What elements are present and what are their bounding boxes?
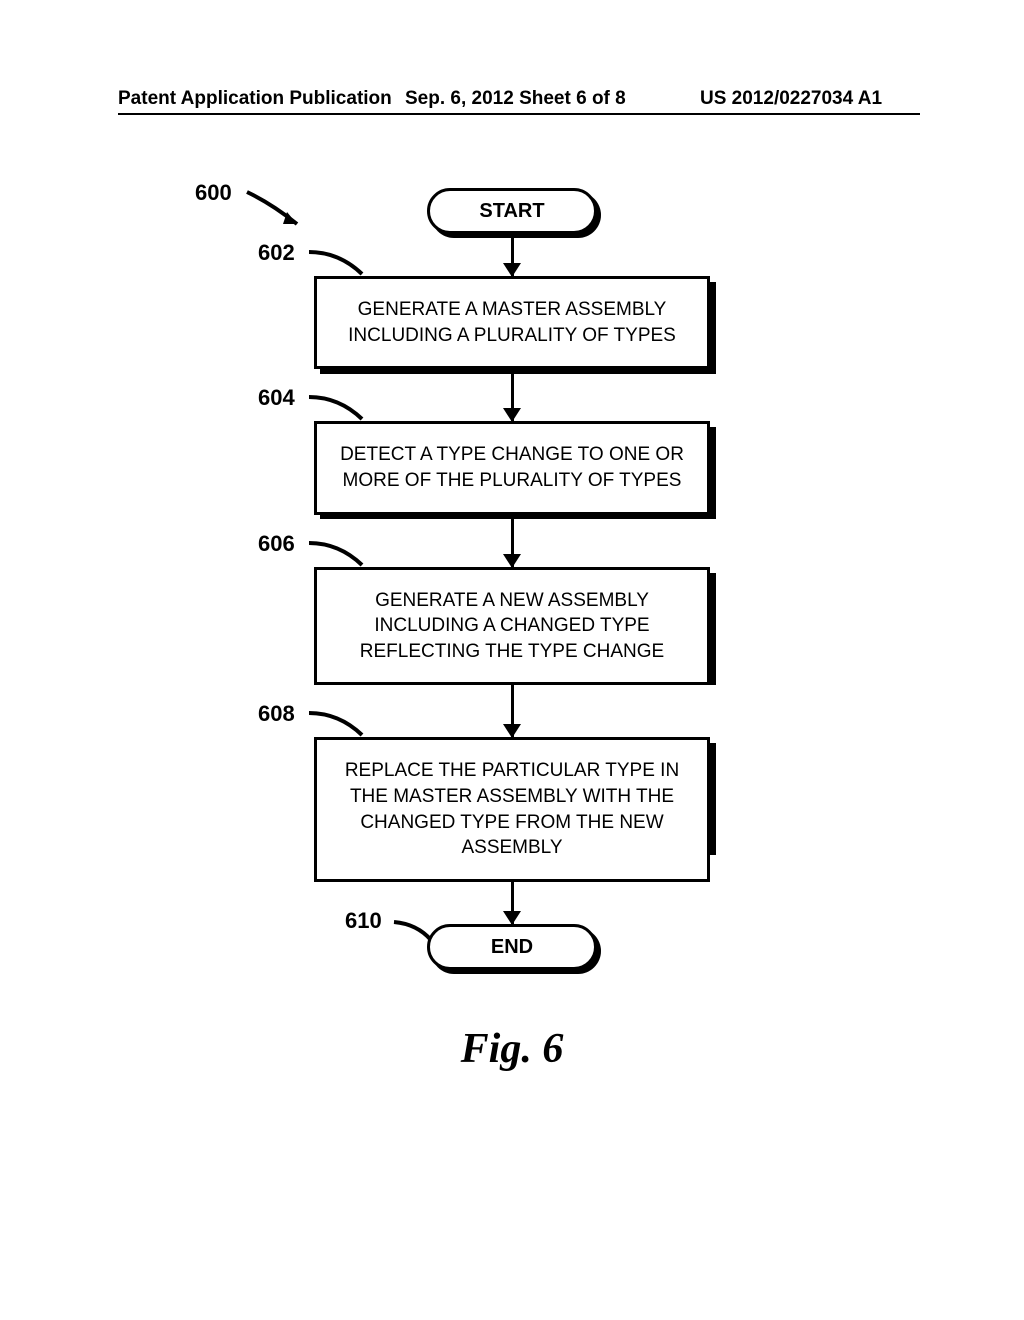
step-608-box: REPLACE THE PARTICULAR TYPE IN THE MASTE…: [314, 737, 710, 882]
end-text: END: [491, 936, 533, 959]
arrow-2: [511, 369, 514, 421]
step-604-wrapper: 604 DETECT A TYPE CHANGE TO ONE OR MORE …: [314, 421, 710, 514]
step-604-box: DETECT A TYPE CHANGE TO ONE OR MORE OF T…: [314, 421, 710, 514]
arrow-head-3: [503, 554, 521, 568]
header-publication-number: US 2012/0227034 A1: [700, 88, 882, 110]
step-608-wrapper: 608 REPLACE THE PARTICULAR TYPE IN THE M…: [314, 737, 710, 882]
step-606-box: GENERATE A NEW ASSEMBLY INCLUDING A CHAN…: [314, 567, 710, 686]
header-publication: Patent Application Publication: [118, 88, 392, 110]
arrow-5: [511, 882, 514, 924]
step-602-wrapper: 602 GENERATE A MASTER ASSEMBLY INCLUDING…: [314, 276, 710, 369]
ref-610: 610: [345, 908, 382, 934]
start-terminator-wrapper: START: [427, 188, 597, 234]
figure-caption: Fig. 6: [262, 1025, 762, 1073]
arrow-head-4: [503, 724, 521, 738]
step-604-text: DETECT A TYPE CHANGE TO ONE OR MORE OF T…: [337, 442, 687, 493]
flowchart-container: START 602 GENERATE A MASTER ASSEMBLY INC…: [262, 188, 762, 1073]
ref-label-600: 600: [195, 180, 232, 206]
step-602-box: GENERATE A MASTER ASSEMBLY INCLUDING A P…: [314, 276, 710, 369]
arrow-4: [511, 685, 514, 737]
start-terminator: START: [427, 188, 597, 234]
arrow-1: [511, 234, 514, 276]
step-608-text: REPLACE THE PARTICULAR TYPE IN THE MASTE…: [337, 758, 687, 861]
header-divider: [118, 113, 920, 115]
step-602-text: GENERATE A MASTER ASSEMBLY INCLUDING A P…: [337, 297, 687, 348]
step-606-text: GENERATE A NEW ASSEMBLY INCLUDING A CHAN…: [337, 588, 687, 665]
start-text: START: [479, 200, 544, 223]
arrow-head-1: [503, 263, 521, 277]
arrow-head-5: [503, 911, 521, 925]
step-606-wrapper: 606 GENERATE A NEW ASSEMBLY INCLUDING A …: [314, 567, 710, 686]
ref-606: 606: [258, 531, 295, 557]
header-date-sheet: Sep. 6, 2012 Sheet 6 of 8: [405, 88, 626, 110]
ref-602: 602: [258, 240, 295, 266]
arrow-head-2: [503, 408, 521, 422]
arrow-3: [511, 515, 514, 567]
end-terminator-wrapper: 610 END: [427, 924, 597, 970]
ref-608: 608: [258, 701, 295, 727]
end-terminator: END: [427, 924, 597, 970]
ref-604: 604: [258, 385, 295, 411]
